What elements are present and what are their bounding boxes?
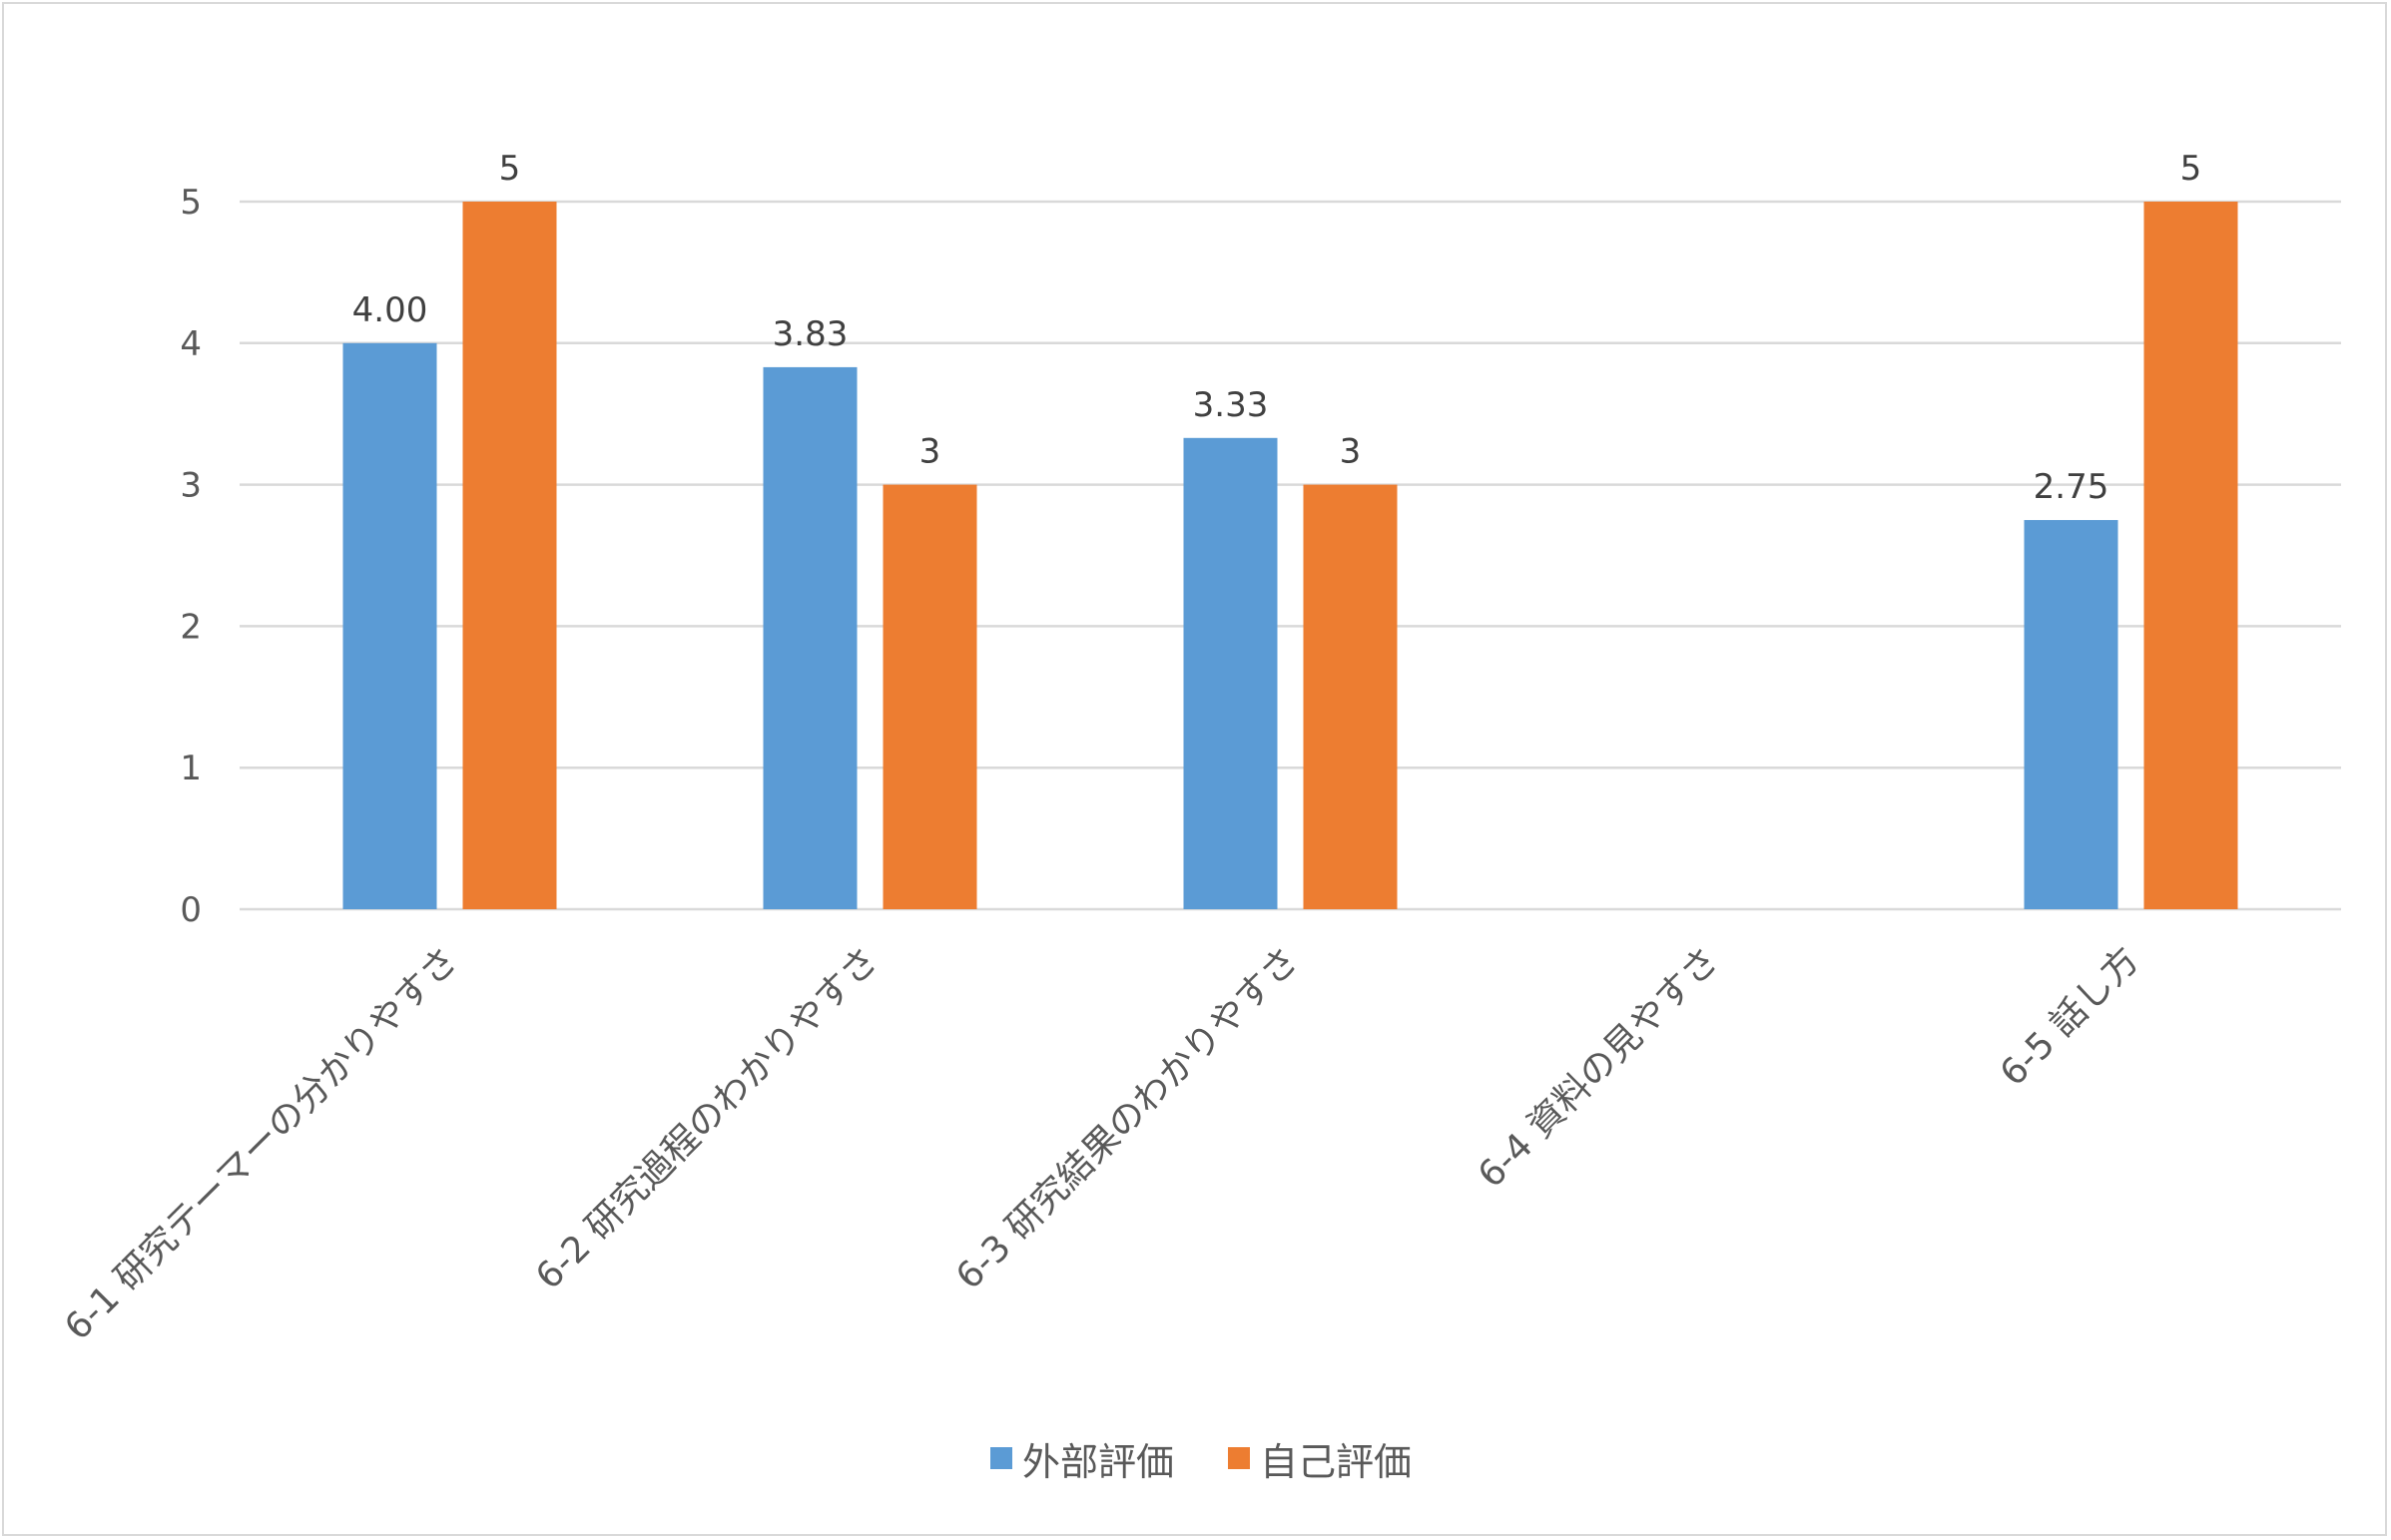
y-tick-label: 3: [180, 466, 202, 506]
data-label: 3: [1340, 432, 1362, 472]
x-category-label: 6-1 研究テーマーの分かりやすさ: [57, 939, 466, 1348]
legend-label: 自己評価: [1260, 1440, 1412, 1484]
y-tick-label: 0: [180, 890, 202, 930]
bars: [342, 202, 2238, 909]
bar: [2024, 520, 2118, 909]
data-label: 3.83: [773, 314, 849, 354]
data-label: 5: [2180, 149, 2202, 189]
x-category-label: 6-2 研究過程のわかりやすさ: [528, 939, 887, 1297]
gridlines: [240, 200, 2341, 911]
bar: [1303, 484, 1398, 909]
data-label: 5: [499, 149, 521, 189]
data-label: 2.75: [2034, 467, 2109, 507]
y-tick-label: 4: [180, 324, 202, 364]
x-axis-categories: 6-1 研究テーマーの分かりやすさ 6-2 研究過程のわかりやすさ 6-3 研究結果…: [57, 939, 2147, 1348]
data-label: 3.33: [1193, 385, 1269, 425]
y-axis-ticks: 0 1 2 3 4 5: [180, 183, 202, 930]
legend-swatch: [990, 1447, 1012, 1469]
legend-label: 外部評価: [1022, 1440, 1174, 1484]
bar: [1183, 437, 1278, 909]
bar: [2143, 202, 2238, 909]
bar-chart: 0 1 2 3 4 5 4.00 5 3.83 3 3.33 3 2.75 5 6-1 研究テーマーの分…: [57, 149, 2341, 1484]
data-label: 4.00: [352, 290, 428, 330]
y-tick-label: 5: [180, 183, 202, 223]
bar: [883, 484, 977, 909]
y-tick-label: 2: [180, 607, 202, 647]
data-labels: 4.00 5 3.83 3 3.33 3 2.75 5: [352, 149, 2202, 507]
legend: 外部評価 自己評価: [990, 1440, 1412, 1484]
x-category-label: 6-3 研究結果のわかりやすさ: [948, 939, 1307, 1297]
y-tick-label: 1: [180, 749, 202, 788]
bar: [342, 342, 437, 909]
legend-swatch: [1228, 1447, 1250, 1469]
x-category-label: 6-4 資料の見やすさ: [1471, 939, 1727, 1196]
x-category-label: 6-5 話し方: [1993, 939, 2147, 1094]
data-label: 3: [919, 432, 941, 472]
bar: [462, 202, 557, 909]
bar: [763, 366, 858, 909]
